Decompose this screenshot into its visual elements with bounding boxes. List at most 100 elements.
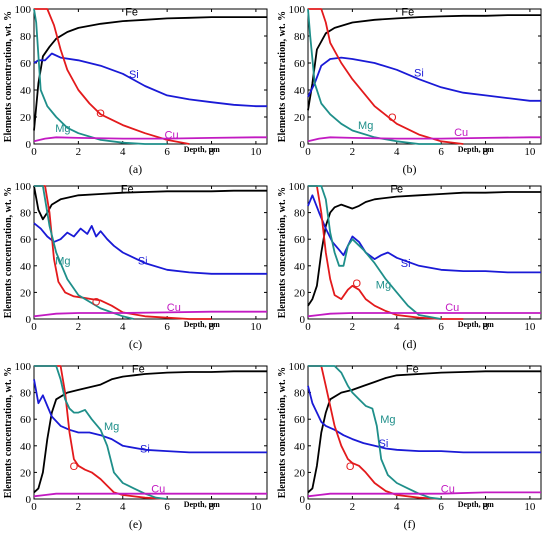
- x-tick-label: 4: [120, 146, 126, 158]
- x-tick-label: 0: [31, 146, 37, 158]
- plot-frame: [33, 185, 268, 320]
- y-tick-label: 80: [20, 208, 32, 220]
- series-line-mg: [34, 185, 135, 320]
- x-tick-label: 10: [524, 146, 536, 158]
- x-tick-label: 2: [350, 146, 356, 158]
- series-label-mg: Mg: [104, 421, 119, 433]
- series-line-o: [308, 8, 464, 145]
- series-label-o: O: [388, 112, 397, 124]
- series-line-si: [33, 222, 267, 275]
- x-axis-title: Depth, μm: [184, 500, 220, 509]
- x-tick-label: 0: [31, 501, 37, 513]
- x-tick-label: 6: [164, 321, 170, 333]
- x-tick-label: 8: [209, 321, 215, 333]
- x-tick-label: 2: [76, 321, 82, 333]
- y-tick-label: 60: [294, 414, 306, 426]
- series-label-cu: Cu: [167, 302, 181, 314]
- y-tick-label: 80: [20, 31, 32, 43]
- chart-panel-4: 0 20 40 60 80 100 0 2 4 6 8 10 Depth, μm Elements con…: [3, 361, 268, 531]
- series-line-o: [34, 8, 190, 145]
- y-tick-label: 20: [294, 287, 306, 299]
- series-line-mg: [34, 365, 168, 500]
- y-tick-label: 20: [20, 287, 32, 299]
- series-label-fe: Fe: [132, 364, 145, 376]
- y-tick-label: 80: [294, 31, 306, 43]
- x-tick-label: 4: [120, 321, 126, 333]
- x-axis-title: Depth, μm: [458, 320, 494, 329]
- x-axis-title: Depth, μm: [184, 145, 220, 154]
- x-tick-label: 6: [164, 146, 170, 158]
- y-tick-label: 100: [289, 181, 306, 193]
- series-label-cu: Cu: [445, 302, 459, 314]
- series-line-o: [34, 365, 168, 500]
- series-label-si: Si: [401, 258, 411, 270]
- x-tick-label: 0: [305, 146, 311, 158]
- panel-label: (e): [129, 517, 142, 531]
- y-tick-label: 60: [294, 234, 306, 246]
- plot-frame: [307, 185, 542, 320]
- series-line-cu: [33, 136, 267, 143]
- series-label-fe: Fe: [121, 184, 134, 196]
- series-label-o: O: [96, 108, 105, 120]
- series-label-mg: Mg: [55, 123, 70, 135]
- series-label-cu: Cu: [441, 483, 455, 495]
- series-label-o: O: [70, 461, 79, 473]
- series-line-cu: [307, 312, 541, 318]
- series-line-cu: [307, 491, 541, 498]
- plot-frame: [33, 365, 268, 500]
- series-line-fe: [307, 14, 541, 111]
- y-tick-label: 0: [300, 314, 306, 326]
- y-tick-label: 40: [20, 261, 32, 273]
- x-tick-label: 6: [438, 146, 444, 158]
- panel-label: (d): [403, 337, 417, 351]
- y-tick-label: 100: [15, 361, 32, 373]
- x-tick-label: 4: [394, 501, 400, 513]
- plot-frame: [307, 365, 542, 500]
- series-line-si: [33, 379, 267, 454]
- x-tick-label: 0: [305, 501, 311, 513]
- y-tick-label: 20: [294, 112, 306, 124]
- series-line-si: [307, 56, 541, 102]
- y-tick-label: 60: [20, 234, 32, 246]
- x-tick-label: 0: [305, 321, 311, 333]
- series-line-cu: [307, 136, 541, 143]
- y-tick-label: 40: [294, 261, 306, 273]
- x-tick-label: 8: [483, 501, 489, 513]
- series-label-fe: Fe: [406, 364, 419, 376]
- chart-panel-3: 0 20 40 60 80 100 0 2 4 6 8 10 Depth, μm Elements con…: [277, 181, 542, 351]
- series-line-o: [308, 185, 464, 320]
- y-tick-label: 20: [294, 467, 306, 479]
- y-tick-label: 0: [26, 314, 32, 326]
- series-label-si: Si: [140, 443, 150, 455]
- y-tick-label: 40: [20, 85, 32, 97]
- x-tick-label: 0: [31, 321, 37, 333]
- x-tick-label: 10: [250, 501, 262, 513]
- x-axis-title: Depth, μm: [458, 500, 494, 509]
- series-label-mg: Mg: [55, 255, 70, 267]
- series-label-fe: Fe: [401, 7, 414, 19]
- x-tick-label: 6: [438, 321, 444, 333]
- chart-panel-2: 0 20 40 60 80 100 0 2 4 6 8 10 Depth, μm Elements con…: [3, 181, 268, 351]
- x-tick-label: 2: [350, 501, 356, 513]
- x-tick-label: 8: [483, 146, 489, 158]
- series-label-mg: Mg: [376, 279, 391, 291]
- x-tick-label: 10: [250, 146, 262, 158]
- series-line-si: [307, 194, 541, 274]
- x-tick-label: 2: [350, 321, 356, 333]
- chart-panel-1: 0 20 40 60 80 100 0 2 4 6 8 10 Depth, μm Elements con…: [277, 4, 542, 176]
- panel-label: (a): [129, 162, 142, 176]
- series-label-si: Si: [129, 69, 139, 81]
- y-axis-title: Elements concentration, wt. %: [3, 187, 14, 318]
- x-tick-label: 10: [524, 321, 536, 333]
- x-tick-label: 6: [438, 501, 444, 513]
- series-label-o: O: [346, 461, 355, 473]
- y-tick-label: 60: [20, 58, 32, 70]
- series-label-si: Si: [138, 255, 148, 267]
- series-line-cu: [33, 310, 267, 318]
- series-line-si: [33, 52, 267, 108]
- y-tick-label: 100: [15, 4, 32, 16]
- series-label-o: O: [92, 297, 101, 309]
- x-axis-title: Depth, μm: [458, 145, 494, 154]
- x-tick-label: 4: [394, 146, 400, 158]
- chart-panel-0: 0 20 40 60 80 100 0 2 4 6 8 10 Depth, μm Elements con…: [3, 4, 268, 176]
